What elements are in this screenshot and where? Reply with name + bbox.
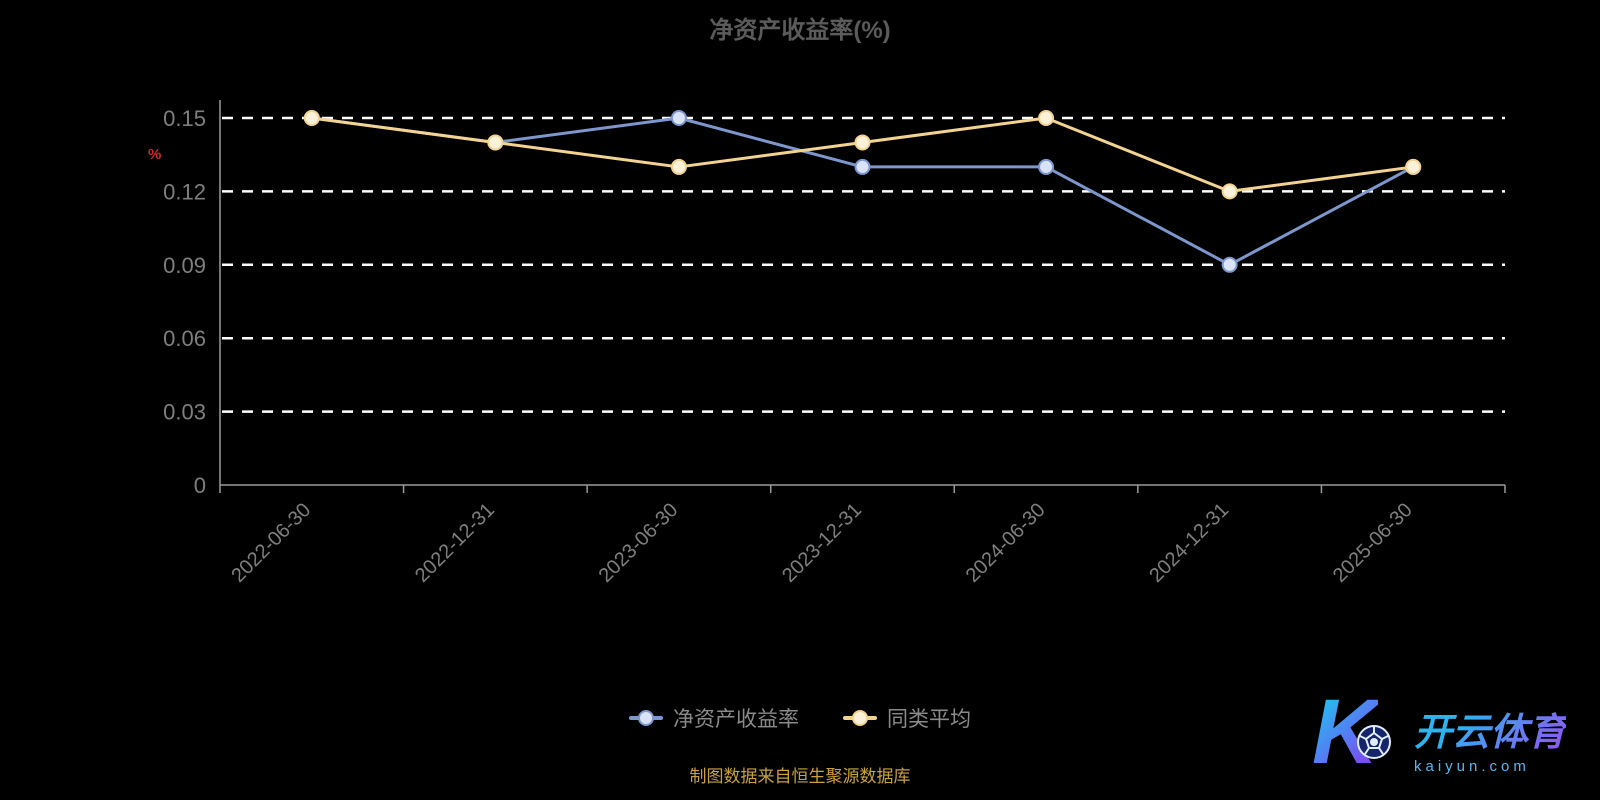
- data-source-note: 制图数据来自恒生聚源数据库: [689, 767, 911, 786]
- legend-label: 净资产收益率: [673, 708, 799, 731]
- y-axis-unit-label: %: [148, 146, 162, 163]
- svg-text:2024-12-31: 2024-12-31: [1145, 499, 1233, 587]
- legend-line-marker-icon: [629, 710, 663, 726]
- svg-text:2022-06-30: 2022-06-30: [227, 499, 315, 587]
- svg-text:0: 0: [194, 473, 206, 498]
- svg-text:0.12: 0.12: [163, 179, 206, 204]
- svg-text:2024-06-30: 2024-06-30: [962, 499, 1050, 587]
- soccer-ball-icon: [1356, 725, 1391, 759]
- svg-text:2022-12-31: 2022-12-31: [411, 499, 499, 587]
- svg-text:2025-06-30: 2025-06-30: [1329, 499, 1417, 587]
- brand-domain: kaiyun.com: [1413, 758, 1530, 775]
- svg-text:0.15: 0.15: [163, 106, 206, 131]
- brand-name: 开云体育: [1414, 701, 1566, 756]
- svg-text:0.09: 0.09: [163, 253, 206, 278]
- chart-legend: 净资产收益率 同类平均: [0, 703, 1600, 733]
- legend-label: 同类平均: [887, 708, 971, 731]
- legend-dot-icon: [638, 710, 654, 726]
- legend-item[interactable]: 净资产收益率: [629, 703, 799, 733]
- legend-item[interactable]: 同类平均: [843, 703, 971, 733]
- chart-title: 净资产收益率(%): [709, 17, 891, 44]
- svg-text:2023-06-30: 2023-06-30: [595, 499, 683, 587]
- watermark: K 开云体育 kaiyun.com: [1312, 684, 1566, 786]
- svg-text:2023-12-31: 2023-12-31: [778, 499, 866, 587]
- legend-dot-icon: [852, 710, 868, 726]
- svg-text:0.06: 0.06: [163, 326, 206, 351]
- legend-line-marker-icon: [843, 710, 877, 726]
- brand-logo: K: [1312, 684, 1408, 786]
- brand-text: 开云体育 kaiyun.com: [1414, 701, 1566, 775]
- svg-text:0.03: 0.03: [163, 400, 206, 425]
